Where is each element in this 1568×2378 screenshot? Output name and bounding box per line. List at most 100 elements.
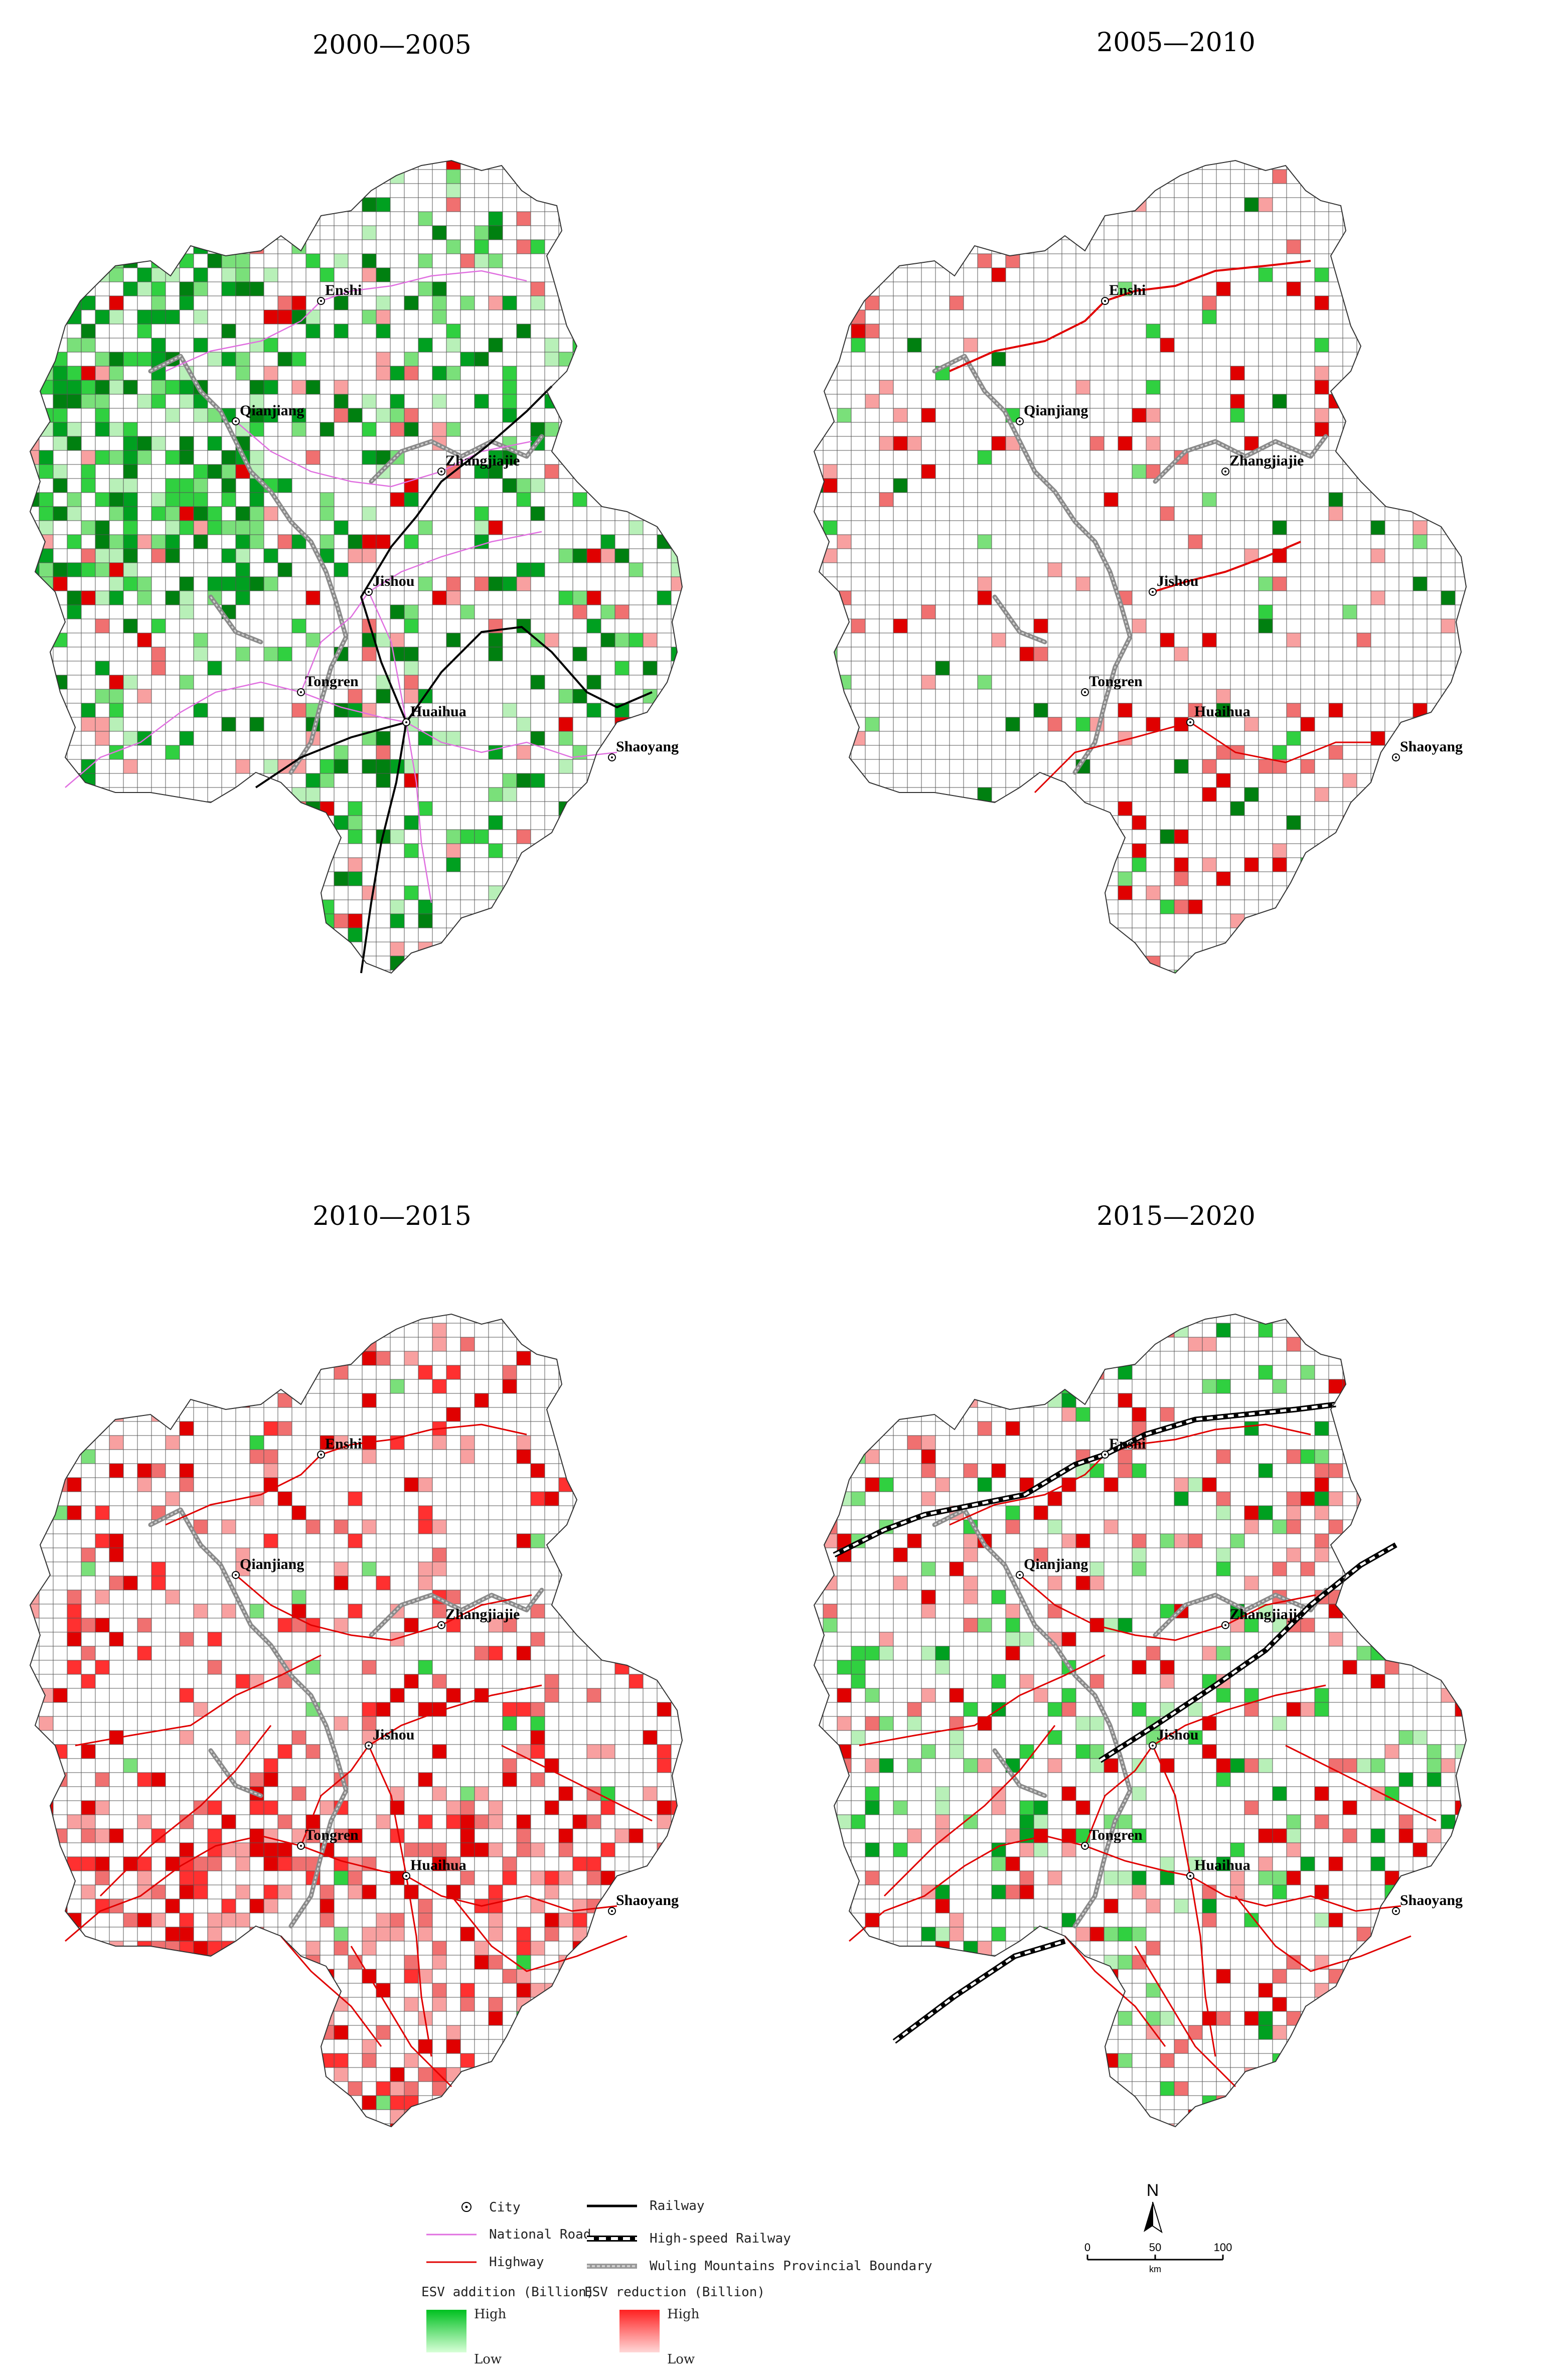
esv-cell	[81, 2025, 95, 2039]
esv-cell	[362, 310, 376, 324]
esv-cell	[964, 1702, 978, 1716]
esv-cell	[1160, 2011, 1174, 2025]
esv-cell	[320, 914, 334, 928]
esv-cell	[1020, 2068, 1034, 2082]
esv-cell	[643, 198, 657, 212]
esv-cell	[601, 2096, 615, 2110]
esv-cell	[334, 1365, 348, 1379]
esv-cell	[1413, 1393, 1427, 1407]
esv-cell	[222, 464, 236, 479]
esv-cell	[865, 1716, 879, 1730]
esv-cell	[95, 563, 109, 577]
esv-cell	[194, 914, 208, 928]
esv-cell	[222, 352, 236, 366]
esv-cell	[1076, 717, 1090, 731]
esv-cell	[376, 745, 390, 759]
esv-cell	[531, 2011, 545, 2025]
esv-cell	[1048, 1492, 1062, 1506]
esv-cell	[432, 310, 446, 324]
esv-cell	[517, 1436, 531, 1450]
esv-cell	[992, 2053, 1006, 2068]
esv-cell	[194, 507, 208, 521]
esv-cell	[671, 1857, 682, 1871]
map-2015-2020: EnshiQianjiangZhangjiajieJishouTongrenHu…	[813, 1313, 1467, 2128]
esv-cell	[81, 1646, 95, 1660]
esv-cell	[643, 942, 657, 956]
esv-cell	[1427, 1745, 1441, 1759]
esv-cell	[1118, 2053, 1132, 2068]
esv-cell	[1441, 2068, 1455, 2082]
esv-cell	[376, 1702, 390, 1716]
esv-cell	[545, 2011, 559, 2025]
esv-cell	[362, 450, 376, 464]
esv-cell	[559, 731, 573, 745]
esv-cell	[517, 1955, 531, 1969]
city-zhangjiajie: Zhangjiajie	[437, 452, 520, 475]
esv-cell	[446, 1885, 460, 1899]
esv-cell	[643, 226, 657, 240]
esv-cell	[1259, 619, 1273, 633]
esv-cell	[531, 282, 545, 296]
esv-cell	[109, 703, 123, 717]
esv-cell	[1104, 1520, 1118, 1534]
esv-cell	[1202, 1745, 1216, 1759]
esv-cell	[166, 886, 180, 900]
esv-cell	[1188, 2025, 1202, 2039]
esv-cell	[1413, 1913, 1427, 1927]
esv-cell	[1441, 1534, 1455, 1548]
esv-cell	[978, 787, 992, 802]
esv-cell	[264, 549, 278, 563]
esv-cell	[460, 1815, 475, 1829]
esv-cell	[137, 1618, 151, 1632]
esv-cell	[1244, 942, 1259, 956]
esv-cell	[851, 338, 865, 352]
esv-cell	[30, 184, 39, 198]
esv-cell	[151, 830, 166, 844]
esv-cell	[814, 591, 823, 605]
esv-cell	[95, 310, 109, 324]
esv-cell	[1357, 1534, 1371, 1548]
esv-cell	[1062, 1379, 1076, 1393]
esv-cell	[978, 254, 992, 268]
esv-cell	[348, 1829, 362, 1843]
city-label: Tongren	[305, 1827, 359, 1843]
esv-cell	[1399, 787, 1413, 802]
esv-cell	[39, 563, 53, 577]
esv-cell	[1034, 1688, 1048, 1702]
esv-cell	[1034, 2068, 1048, 2082]
esv-cell	[306, 844, 320, 858]
esv-cell	[671, 1843, 682, 1857]
esv-cell	[30, 900, 39, 914]
esv-cell	[629, 170, 643, 184]
esv-cell	[39, 1997, 53, 2011]
esv-cell	[95, 1871, 109, 1885]
esv-cell	[236, 830, 250, 844]
esv-cell	[489, 521, 503, 535]
esv-cell	[587, 1899, 601, 1913]
esv-cell	[1427, 2053, 1441, 2068]
esv-cell	[166, 1983, 180, 1997]
esv-cell	[404, 1843, 418, 1857]
esv-cell	[418, 282, 432, 296]
esv-cell	[1301, 928, 1315, 942]
esv-cell	[475, 1843, 489, 1857]
esv-cell	[53, 1688, 67, 1702]
esv-cell	[334, 394, 348, 408]
legend-highway: Highway	[426, 2255, 544, 2270]
esv-cell	[390, 2096, 404, 2110]
esv-cell	[250, 198, 264, 212]
esv-cell	[362, 1716, 376, 1730]
esv-cell	[1371, 731, 1385, 745]
esv-cell	[39, 802, 53, 816]
esv-cell	[166, 380, 180, 394]
esv-cell	[53, 1421, 67, 1436]
esv-cell	[292, 2096, 306, 2110]
esv-cell	[1034, 2025, 1048, 2039]
esv-cell	[250, 2011, 264, 2025]
esv-cell	[517, 914, 531, 928]
esv-cell	[137, 2082, 151, 2096]
esv-cell	[1160, 633, 1174, 647]
esv-cell	[921, 1337, 935, 1351]
esv-cell	[531, 422, 545, 436]
esv-cell	[151, 282, 166, 296]
